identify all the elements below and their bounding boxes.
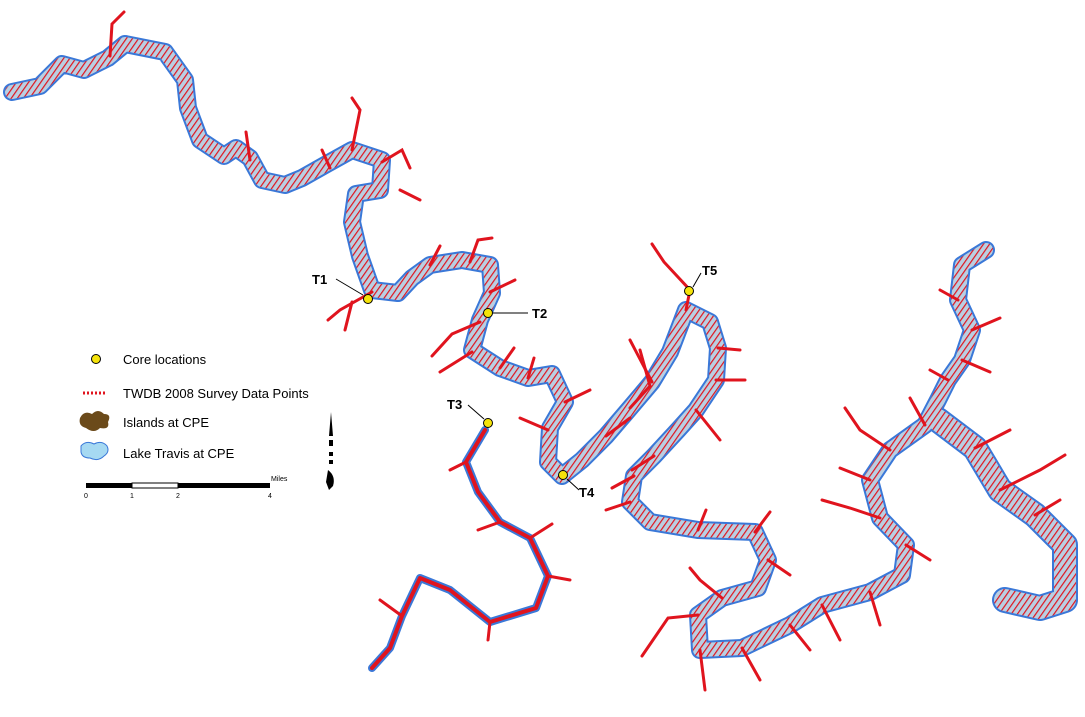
legend: Core locations TWDB 2008 Survey Data Poi… bbox=[79, 352, 309, 461]
survey-coves bbox=[108, 10, 1067, 692]
core-label-t4: T4 bbox=[579, 485, 595, 500]
scale-tick-2: 2 bbox=[176, 493, 180, 500]
yellow-dot-icon bbox=[91, 354, 101, 364]
blue-lake-icon bbox=[80, 441, 109, 461]
scale-bar: 0 1 2 4 Miles bbox=[84, 476, 288, 500]
label-leaders bbox=[335, 272, 702, 491]
scale-unit: Miles bbox=[271, 476, 288, 483]
core-point-t5[interactable] bbox=[684, 286, 694, 296]
scale-tick-1: 1 bbox=[130, 493, 134, 500]
legend-islands: Islands at CPE bbox=[123, 415, 209, 430]
scale-tick-4: 4 bbox=[268, 493, 272, 500]
core-label-t1: T1 bbox=[312, 272, 327, 287]
brown-island-icon bbox=[79, 411, 110, 431]
core-point-t3[interactable] bbox=[483, 418, 493, 428]
core-label-t5: T5 bbox=[702, 263, 717, 278]
core-point-t1[interactable] bbox=[363, 294, 373, 304]
core-label-t3: T3 bbox=[447, 397, 462, 412]
legend-survey-points: TWDB 2008 Survey Data Points bbox=[123, 386, 309, 401]
core-locations bbox=[363, 286, 694, 480]
scale-tick-0: 0 bbox=[84, 493, 88, 500]
core-label-t2: T2 bbox=[532, 306, 547, 321]
legend-core-locations: Core locations bbox=[123, 352, 207, 367]
legend-lake-travis: Lake Travis at CPE bbox=[123, 446, 235, 461]
core-point-t4[interactable] bbox=[558, 470, 568, 480]
north-arrow-icon bbox=[326, 412, 334, 490]
core-point-t2[interactable] bbox=[483, 308, 493, 318]
